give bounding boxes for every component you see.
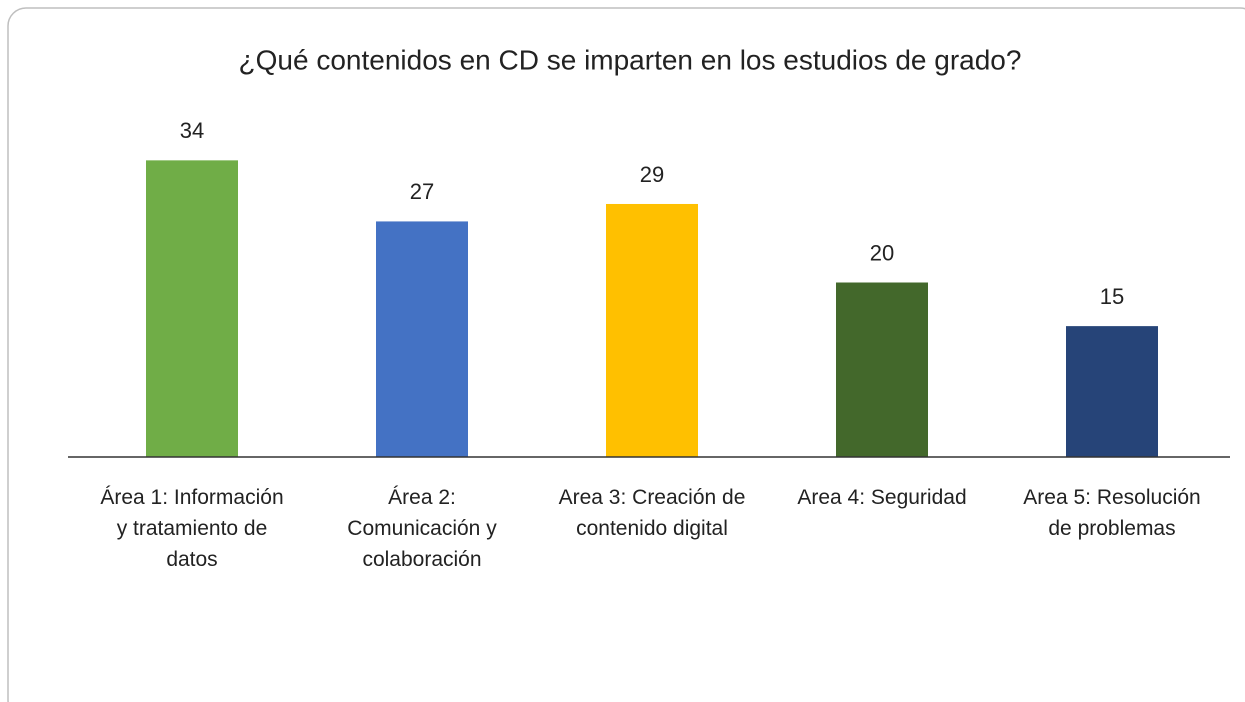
x-tick-label: Area 5: Resolución de problemas	[1023, 486, 1201, 540]
value-label: 27	[410, 179, 434, 204]
bar	[1066, 326, 1158, 457]
value-label: 15	[1100, 284, 1124, 309]
value-label: 29	[640, 162, 664, 187]
x-tick-label: Area 4: Seguridad	[797, 486, 967, 509]
bar	[376, 221, 468, 457]
x-tick-label: Area 3: Creación de contenido digital	[558, 486, 746, 540]
bar	[606, 203, 698, 457]
x-tick-label: Área 1: Información y tratamiento de dat…	[100, 486, 284, 571]
bar	[836, 282, 928, 457]
value-label: 20	[870, 240, 894, 265]
bar	[146, 160, 238, 457]
chart-title: ¿Qué contenidos en CD se imparten en los…	[239, 44, 1022, 75]
x-tick-label: Área 2: Comunicación y colaboración	[347, 486, 497, 571]
value-label: 34	[180, 118, 204, 143]
